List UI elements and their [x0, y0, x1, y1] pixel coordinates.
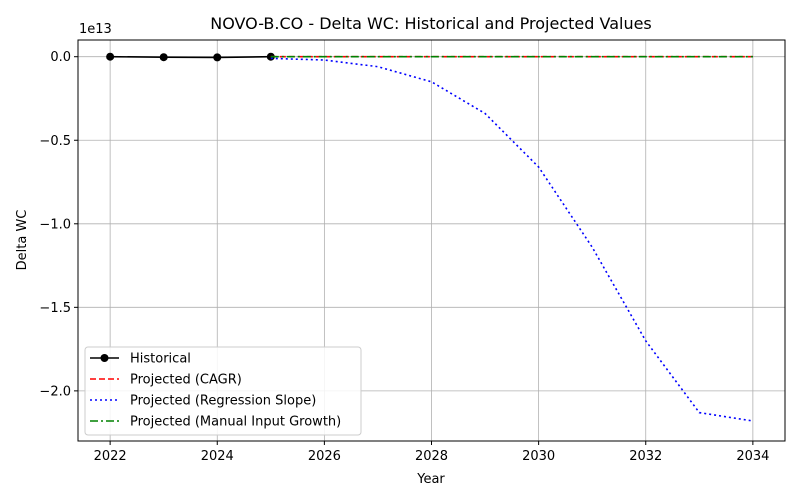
y-axis: 0.0 −0.5 −1.0 −1.5 −2.0 — [39, 50, 78, 399]
y-axis-label: Delta WC — [15, 210, 30, 271]
data-point — [159, 53, 168, 62]
x-tick-label: 2030 — [522, 449, 555, 464]
series-line-0 — [110, 55, 271, 59]
x-tick-label: 2022 — [94, 449, 127, 464]
series-layer — [106, 52, 754, 422]
series-line-2 — [270, 57, 754, 422]
y-tick-label: −1.0 — [39, 217, 71, 232]
data-point — [106, 52, 115, 61]
legend-marker — [100, 354, 109, 362]
y-tick-label: −0.5 — [39, 134, 71, 149]
legend-label: Projected (Regression Slope) — [130, 394, 316, 409]
legend-label: Projected (CAGR) — [130, 373, 242, 388]
legend-label: Projected (Manual Input Growth) — [130, 415, 341, 430]
x-axis-label: Year — [416, 472, 445, 487]
legend-label: Historical — [130, 352, 191, 367]
y-offset-label: 1e13 — [79, 22, 112, 37]
legend-box — [84, 346, 362, 436]
y-tick-label: −1.5 — [39, 301, 71, 316]
legend: Historical Projected (CAGR) Projected (Reg… — [84, 346, 362, 436]
x-tick-label: 2032 — [629, 449, 662, 464]
x-tick-label: 2024 — [201, 449, 234, 464]
x-axis: 2022 2024 2026 2028 2030 2032 2034 — [94, 441, 769, 464]
y-tick-label: −2.0 — [39, 384, 71, 399]
y-tick-label: 0.0 — [50, 50, 71, 65]
x-tick-label: 2026 — [308, 449, 341, 464]
x-tick-label: 2028 — [415, 449, 448, 464]
data-point — [213, 53, 222, 62]
x-tick-label: 2034 — [736, 449, 769, 464]
chart-title: NOVO-B.CO - Delta WC: Historical and Pro… — [210, 14, 652, 33]
